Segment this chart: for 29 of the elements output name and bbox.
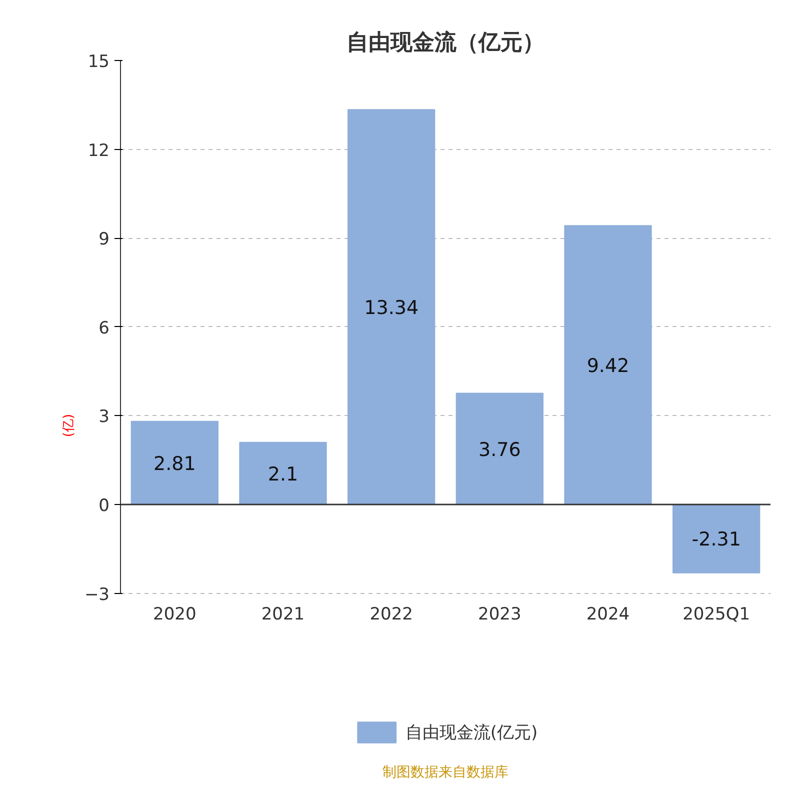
data-label: 2.81: [154, 452, 196, 475]
bar: [130, 420, 218, 506]
y-tick-label: 9: [98, 230, 110, 250]
chart-title: 自由现金流（亿元）: [346, 30, 544, 56]
x-tick-label: 2020: [153, 604, 196, 624]
x-tick-label: 2025Q1: [682, 604, 750, 624]
bar: [672, 504, 760, 574]
y-tick-label: −3: [84, 584, 110, 605]
y-tick-label: 6: [98, 318, 110, 338]
x-tick-label: 2024: [586, 604, 630, 624]
legend-label: 自由现金流(亿元): [405, 722, 538, 744]
x-tick-label: 2023: [478, 604, 522, 624]
text: 制图数据来自数据库: [382, 764, 508, 780]
bar: [564, 225, 652, 506]
y-axis-title: (亿): [61, 414, 76, 438]
y-tick-label: 12: [88, 140, 110, 161]
x-tick-label: 2022: [370, 604, 413, 624]
y-tick-label: 15: [88, 52, 110, 72]
data-label: 13.34: [364, 297, 419, 320]
data-label: 3.76: [478, 438, 521, 461]
bar: [348, 109, 436, 506]
y-tick-label: 3: [98, 407, 110, 428]
data-label: 9.42: [586, 355, 630, 378]
data-label: 2.1: [268, 463, 298, 486]
bar: [456, 392, 544, 506]
data-label: -2.31: [692, 528, 741, 551]
x-tick-label: 2021: [261, 604, 305, 624]
bar: [239, 442, 327, 506]
y-tick-label: 0: [98, 496, 110, 516]
